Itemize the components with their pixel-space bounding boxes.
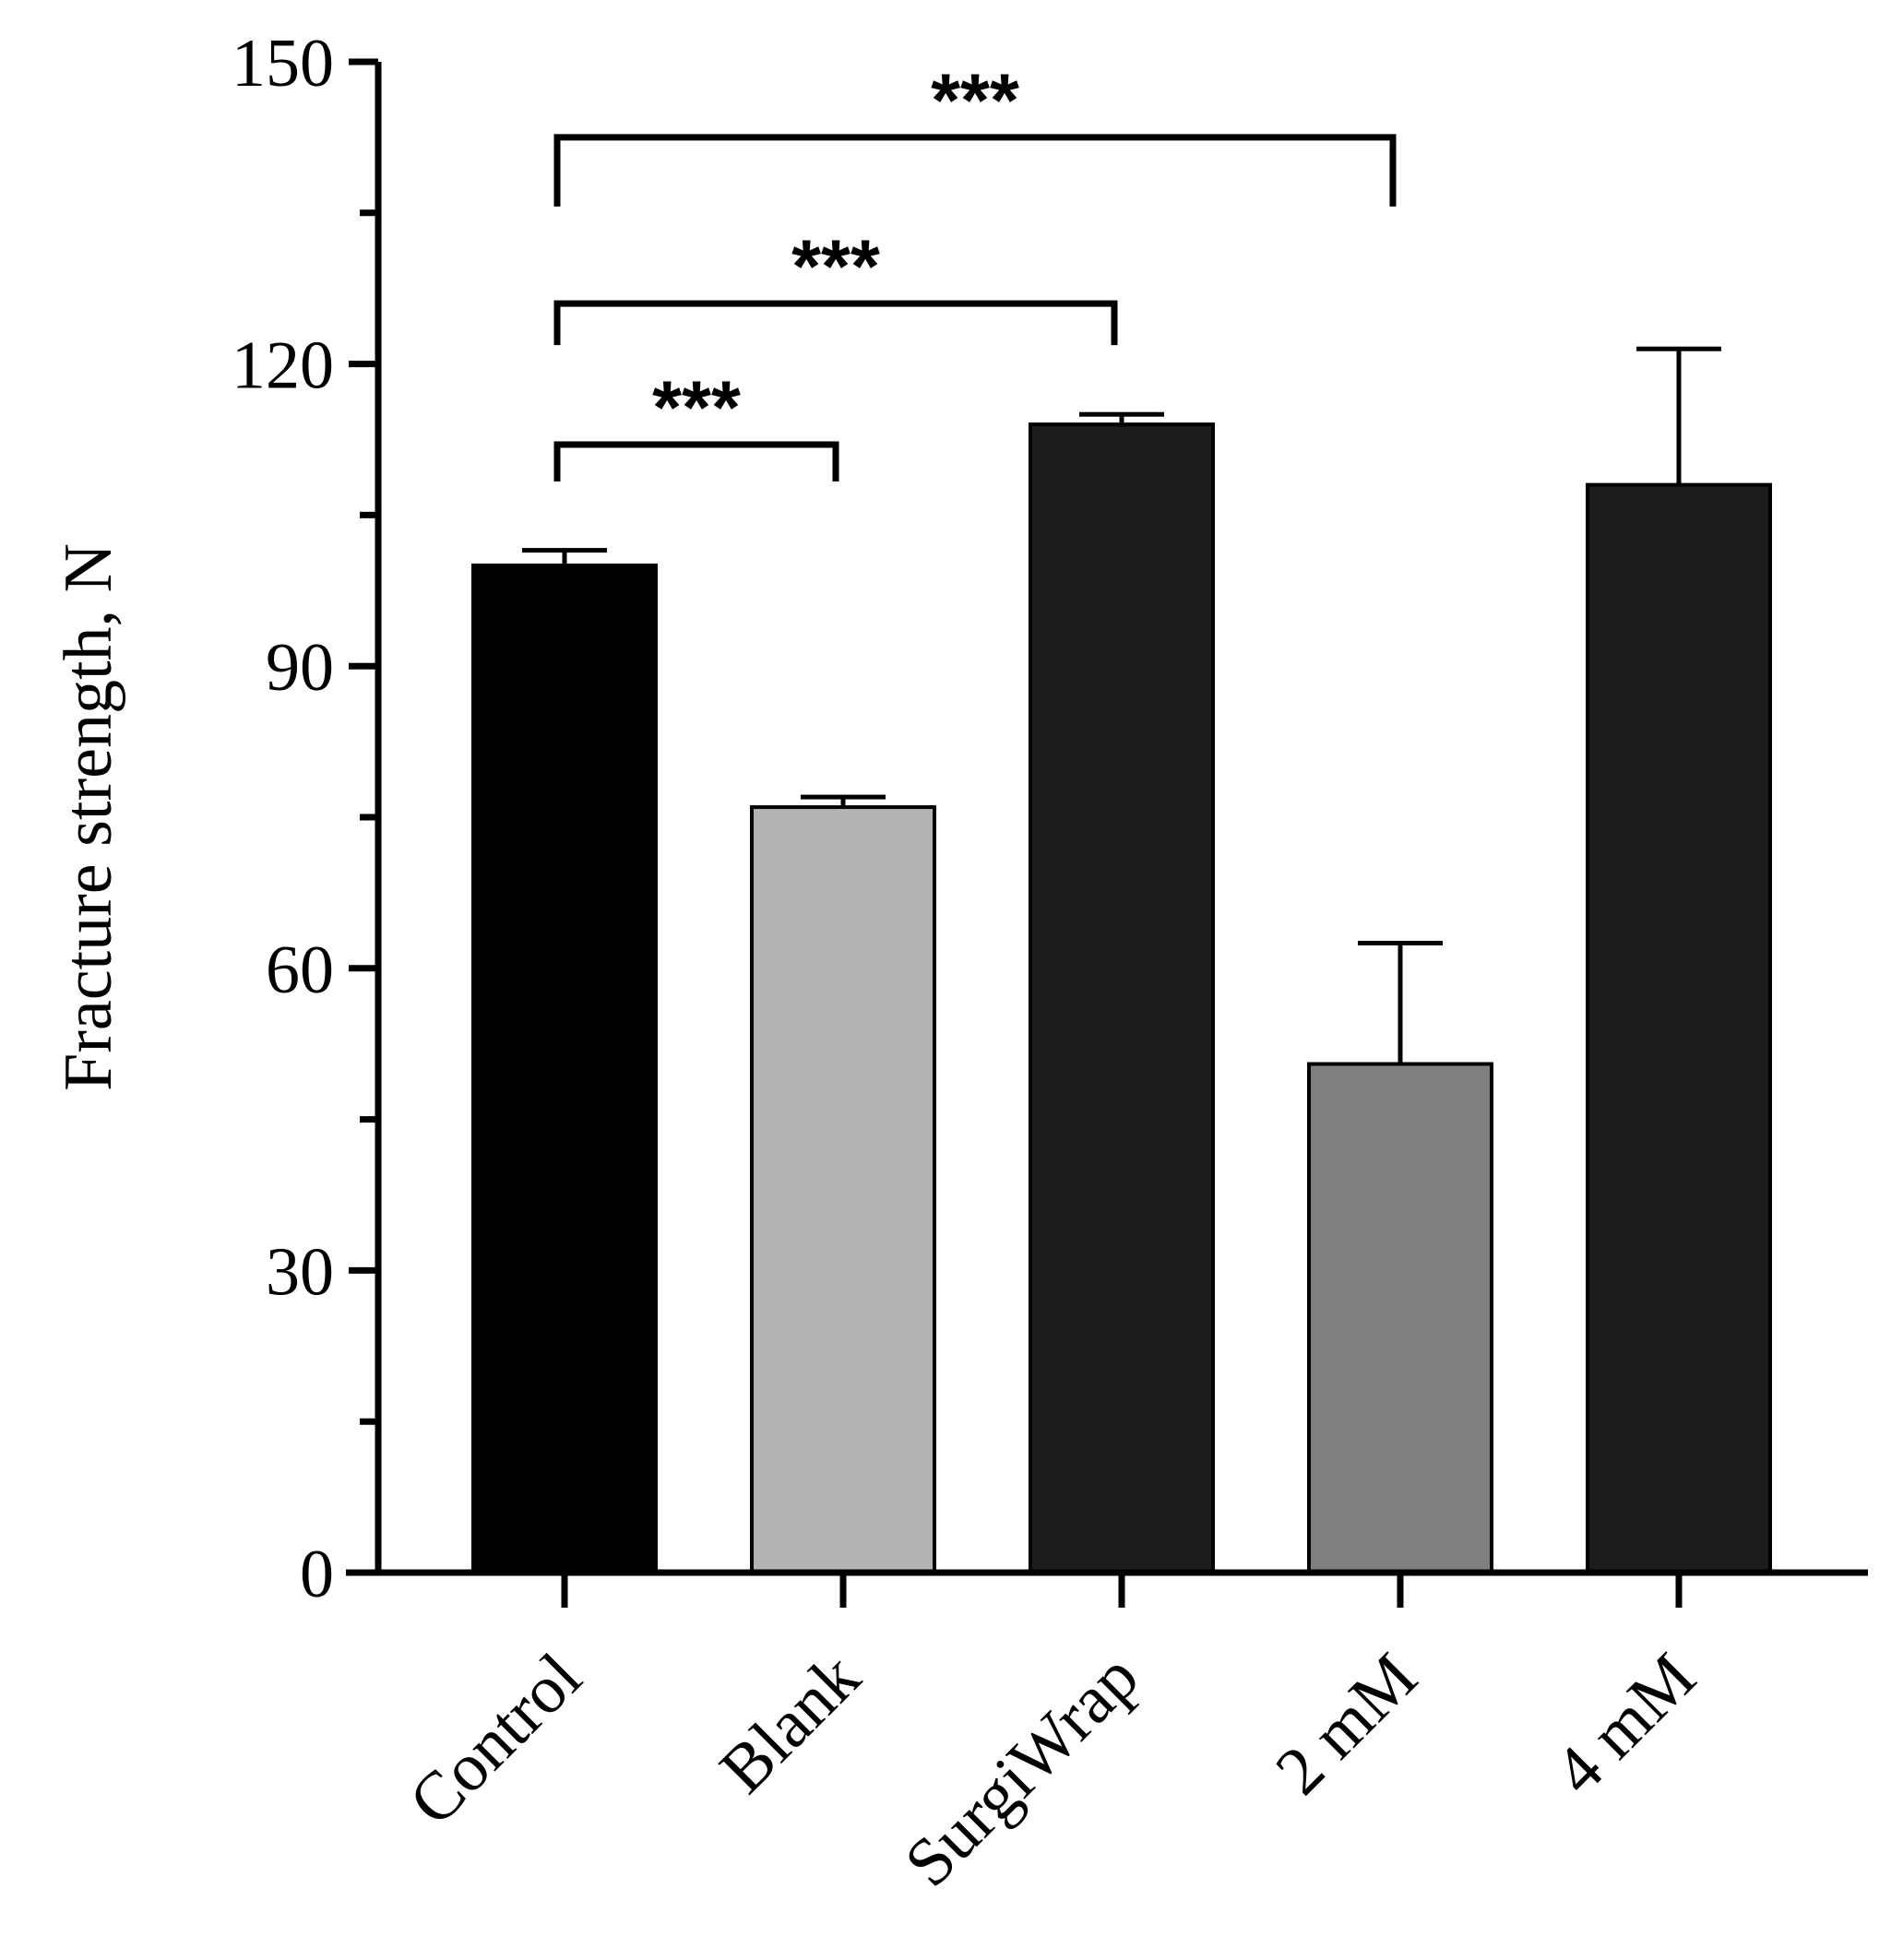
- y-tick-label: 150: [232, 26, 334, 101]
- significance-bracket: [553, 441, 839, 481]
- bar-blank: [750, 805, 936, 1574]
- x-tick-label: 2 mM: [1262, 1639, 1432, 1809]
- significance-label: ***: [931, 59, 1019, 143]
- significance-label: ***: [652, 366, 741, 450]
- x-tick-label: SurgiWrap: [890, 1639, 1153, 1902]
- x-tick-label: 4 mM: [1540, 1639, 1710, 1809]
- y-tick-label: 120: [232, 328, 334, 404]
- bar-2-mm: [1307, 1062, 1493, 1575]
- y-tick-label: 60: [266, 932, 334, 1008]
- significance-bracket: [553, 134, 1397, 207]
- bar-4-mm: [1586, 482, 1772, 1574]
- y-axis-label: Fracture strength, N: [51, 543, 126, 1091]
- bar-control: [471, 564, 658, 1574]
- y-tick-label: 90: [266, 630, 334, 706]
- x-tick-label: Control: [395, 1639, 596, 1840]
- bar-surgiwrap: [1029, 422, 1215, 1574]
- significance-label: ***: [791, 225, 880, 309]
- x-tick-label: Blank: [706, 1639, 874, 1808]
- y-tick-label: 0: [300, 1537, 334, 1612]
- significance-bracket: [553, 300, 1118, 346]
- y-tick-label: 30: [266, 1234, 334, 1310]
